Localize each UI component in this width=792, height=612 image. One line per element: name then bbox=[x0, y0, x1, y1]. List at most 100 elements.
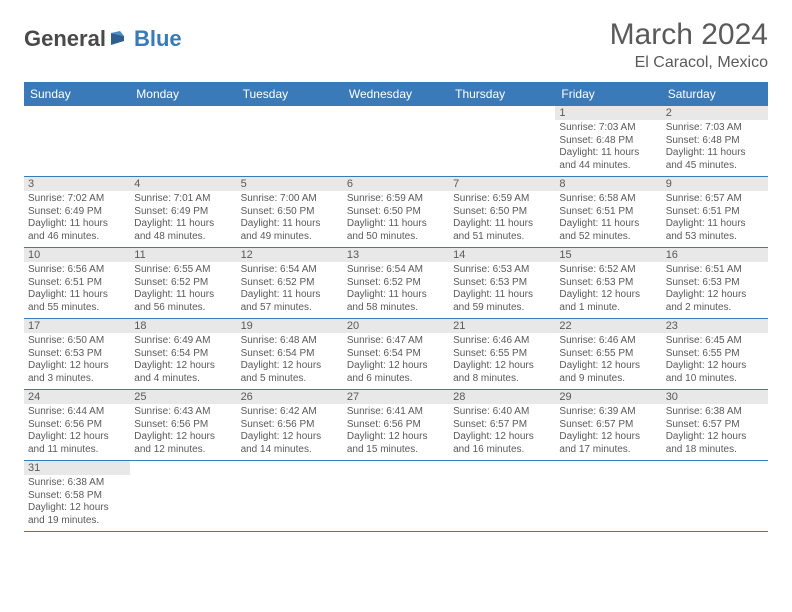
calendar-cell: 16Sunrise: 6:51 AMSunset: 6:53 PMDayligh… bbox=[662, 248, 768, 318]
sunset-line: Sunset: 6:55 PM bbox=[666, 348, 764, 361]
weekday-header: Sunday bbox=[24, 82, 130, 106]
calendar-cell: 22Sunrise: 6:46 AMSunset: 6:55 PMDayligh… bbox=[555, 319, 661, 389]
logo: General Blue bbox=[24, 26, 182, 52]
calendar-cell: 11Sunrise: 6:55 AMSunset: 6:52 PMDayligh… bbox=[130, 248, 236, 318]
daylight-line: Daylight: 11 hours and 55 minutes. bbox=[28, 289, 126, 314]
day-details: Sunrise: 6:41 AMSunset: 6:56 PMDaylight:… bbox=[343, 404, 449, 460]
sunset-line: Sunset: 6:54 PM bbox=[241, 348, 339, 361]
daylight-line: Daylight: 11 hours and 45 minutes. bbox=[666, 147, 764, 172]
sunset-line: Sunset: 6:48 PM bbox=[559, 135, 657, 148]
sunrise-line: Sunrise: 7:03 AM bbox=[666, 122, 764, 135]
location: El Caracol, Mexico bbox=[610, 54, 768, 72]
sunrise-line: Sunrise: 6:54 AM bbox=[347, 264, 445, 277]
day-number: 5 bbox=[237, 177, 343, 191]
sunset-line: Sunset: 6:54 PM bbox=[134, 348, 232, 361]
sunset-line: Sunset: 6:57 PM bbox=[666, 419, 764, 432]
calendar-cell: 30Sunrise: 6:38 AMSunset: 6:57 PMDayligh… bbox=[662, 390, 768, 460]
calendar-cell: 3Sunrise: 7:02 AMSunset: 6:49 PMDaylight… bbox=[24, 177, 130, 247]
day-number: 12 bbox=[237, 248, 343, 262]
day-details: Sunrise: 6:59 AMSunset: 6:50 PMDaylight:… bbox=[343, 191, 449, 247]
sunrise-line: Sunrise: 6:44 AM bbox=[28, 406, 126, 419]
day-number: 6 bbox=[343, 177, 449, 191]
sunset-line: Sunset: 6:53 PM bbox=[453, 277, 551, 290]
day-details: Sunrise: 7:03 AMSunset: 6:48 PMDaylight:… bbox=[555, 120, 661, 176]
sunrise-line: Sunrise: 6:59 AM bbox=[453, 193, 551, 206]
daylight-line: Daylight: 11 hours and 53 minutes. bbox=[666, 218, 764, 243]
day-number: 16 bbox=[662, 248, 768, 262]
day-details: Sunrise: 6:46 AMSunset: 6:55 PMDaylight:… bbox=[555, 333, 661, 389]
logo-flag-icon bbox=[110, 31, 132, 47]
day-number: 21 bbox=[449, 319, 555, 333]
sunrise-line: Sunrise: 6:38 AM bbox=[28, 477, 126, 490]
calendar-row: 24Sunrise: 6:44 AMSunset: 6:56 PMDayligh… bbox=[24, 390, 768, 461]
sunset-line: Sunset: 6:52 PM bbox=[347, 277, 445, 290]
header: General Blue March 2024 El Caracol, Mexi… bbox=[24, 18, 768, 72]
calendar-cell: 24 Sunrise: 6:44 AMSunset: 6:56 PMDayligh… bbox=[24, 390, 130, 460]
calendar-cell bbox=[343, 461, 449, 531]
day-number: 30 bbox=[662, 390, 768, 404]
day-number: 11 bbox=[130, 248, 236, 262]
day-number: 20 bbox=[343, 319, 449, 333]
daylight-line: Daylight: 11 hours and 59 minutes. bbox=[453, 289, 551, 314]
sunset-line: Sunset: 6:53 PM bbox=[666, 277, 764, 290]
weekday-header: Tuesday bbox=[237, 82, 343, 106]
calendar-cell: 26Sunrise: 6:42 AMSunset: 6:56 PMDayligh… bbox=[237, 390, 343, 460]
day-number: 31 bbox=[24, 461, 130, 475]
calendar-cell: 15Sunrise: 6:52 AMSunset: 6:53 PMDayligh… bbox=[555, 248, 661, 318]
day-number: 18 bbox=[130, 319, 236, 333]
day-number: 3 bbox=[24, 177, 130, 191]
day-details: Sunrise: 6:59 AMSunset: 6:50 PMDaylight:… bbox=[449, 191, 555, 247]
sunset-line: Sunset: 6:56 PM bbox=[347, 419, 445, 432]
calendar-cell: 25Sunrise: 6:43 AMSunset: 6:56 PMDayligh… bbox=[130, 390, 236, 460]
day-details: Sunrise: 6:38 AMSunset: 6:58 PMDaylight:… bbox=[24, 475, 130, 531]
daylight-line: Daylight: 12 hours and 8 minutes. bbox=[453, 360, 551, 385]
sunset-line: Sunset: 6:58 PM bbox=[28, 490, 126, 503]
sunset-line: Sunset: 6:50 PM bbox=[241, 206, 339, 219]
sunset-line: Sunset: 6:52 PM bbox=[134, 277, 232, 290]
day-number: 28 bbox=[449, 390, 555, 404]
day-number: 14 bbox=[449, 248, 555, 262]
calendar-cell: 14Sunrise: 6:53 AMSunset: 6:53 PMDayligh… bbox=[449, 248, 555, 318]
weekday-header: Wednesday bbox=[343, 82, 449, 106]
sunset-line: Sunset: 6:52 PM bbox=[241, 277, 339, 290]
sunrise-line: Sunrise: 6:43 AM bbox=[134, 406, 232, 419]
day-details: Sunrise: 6:47 AMSunset: 6:54 PMDaylight:… bbox=[343, 333, 449, 389]
day-number: 27 bbox=[343, 390, 449, 404]
day-details: Sunrise: 6:39 AMSunset: 6:57 PMDaylight:… bbox=[555, 404, 661, 460]
sunrise-line: Sunrise: 6:49 AM bbox=[134, 335, 232, 348]
day-number: 2 bbox=[662, 106, 768, 120]
sunrise-line: Sunrise: 6:45 AM bbox=[666, 335, 764, 348]
day-details: Sunrise: 6:56 AMSunset: 6:51 PMDaylight:… bbox=[24, 262, 130, 318]
day-number: 24 bbox=[24, 390, 130, 404]
calendar-cell: 20Sunrise: 6:47 AMSunset: 6:54 PMDayligh… bbox=[343, 319, 449, 389]
logo-text-first: General bbox=[24, 26, 106, 52]
sunset-line: Sunset: 6:56 PM bbox=[28, 419, 126, 432]
daylight-line: Daylight: 11 hours and 46 minutes. bbox=[28, 218, 126, 243]
day-details: Sunrise: 6:46 AMSunset: 6:55 PMDaylight:… bbox=[449, 333, 555, 389]
day-number: 22 bbox=[555, 319, 661, 333]
day-number: 4 bbox=[130, 177, 236, 191]
calendar-cell bbox=[237, 106, 343, 176]
sunset-line: Sunset: 6:56 PM bbox=[134, 419, 232, 432]
calendar-cell bbox=[449, 106, 555, 176]
day-number: 7 bbox=[449, 177, 555, 191]
sunset-line: Sunset: 6:48 PM bbox=[666, 135, 764, 148]
calendar-row: 17Sunrise: 6:50 AMSunset: 6:53 PMDayligh… bbox=[24, 319, 768, 390]
month-title: March 2024 bbox=[610, 18, 768, 52]
sunrise-line: Sunrise: 6:41 AM bbox=[347, 406, 445, 419]
calendar: SundayMondayTuesdayWednesdayThursdayFrid… bbox=[24, 82, 768, 532]
calendar-body: 1Sunrise: 7:03 AMSunset: 6:48 PMDaylight… bbox=[24, 106, 768, 532]
daylight-line: Daylight: 12 hours and 14 minutes. bbox=[241, 431, 339, 456]
day-number: 19 bbox=[237, 319, 343, 333]
sunrise-line: Sunrise: 6:48 AM bbox=[241, 335, 339, 348]
daylight-line: Daylight: 11 hours and 50 minutes. bbox=[347, 218, 445, 243]
daylight-line: Daylight: 11 hours and 56 minutes. bbox=[134, 289, 232, 314]
daylight-line: Daylight: 12 hours and 10 minutes. bbox=[666, 360, 764, 385]
sunrise-line: Sunrise: 6:47 AM bbox=[347, 335, 445, 348]
daylight-line: Daylight: 11 hours and 44 minutes. bbox=[559, 147, 657, 172]
sunrise-line: Sunrise: 7:01 AM bbox=[134, 193, 232, 206]
sunrise-line: Sunrise: 6:52 AM bbox=[559, 264, 657, 277]
daylight-line: Daylight: 12 hours and 11 minutes. bbox=[28, 431, 126, 456]
daylight-line: Daylight: 12 hours and 6 minutes. bbox=[347, 360, 445, 385]
calendar-cell: 6Sunrise: 6:59 AMSunset: 6:50 PMDaylight… bbox=[343, 177, 449, 247]
